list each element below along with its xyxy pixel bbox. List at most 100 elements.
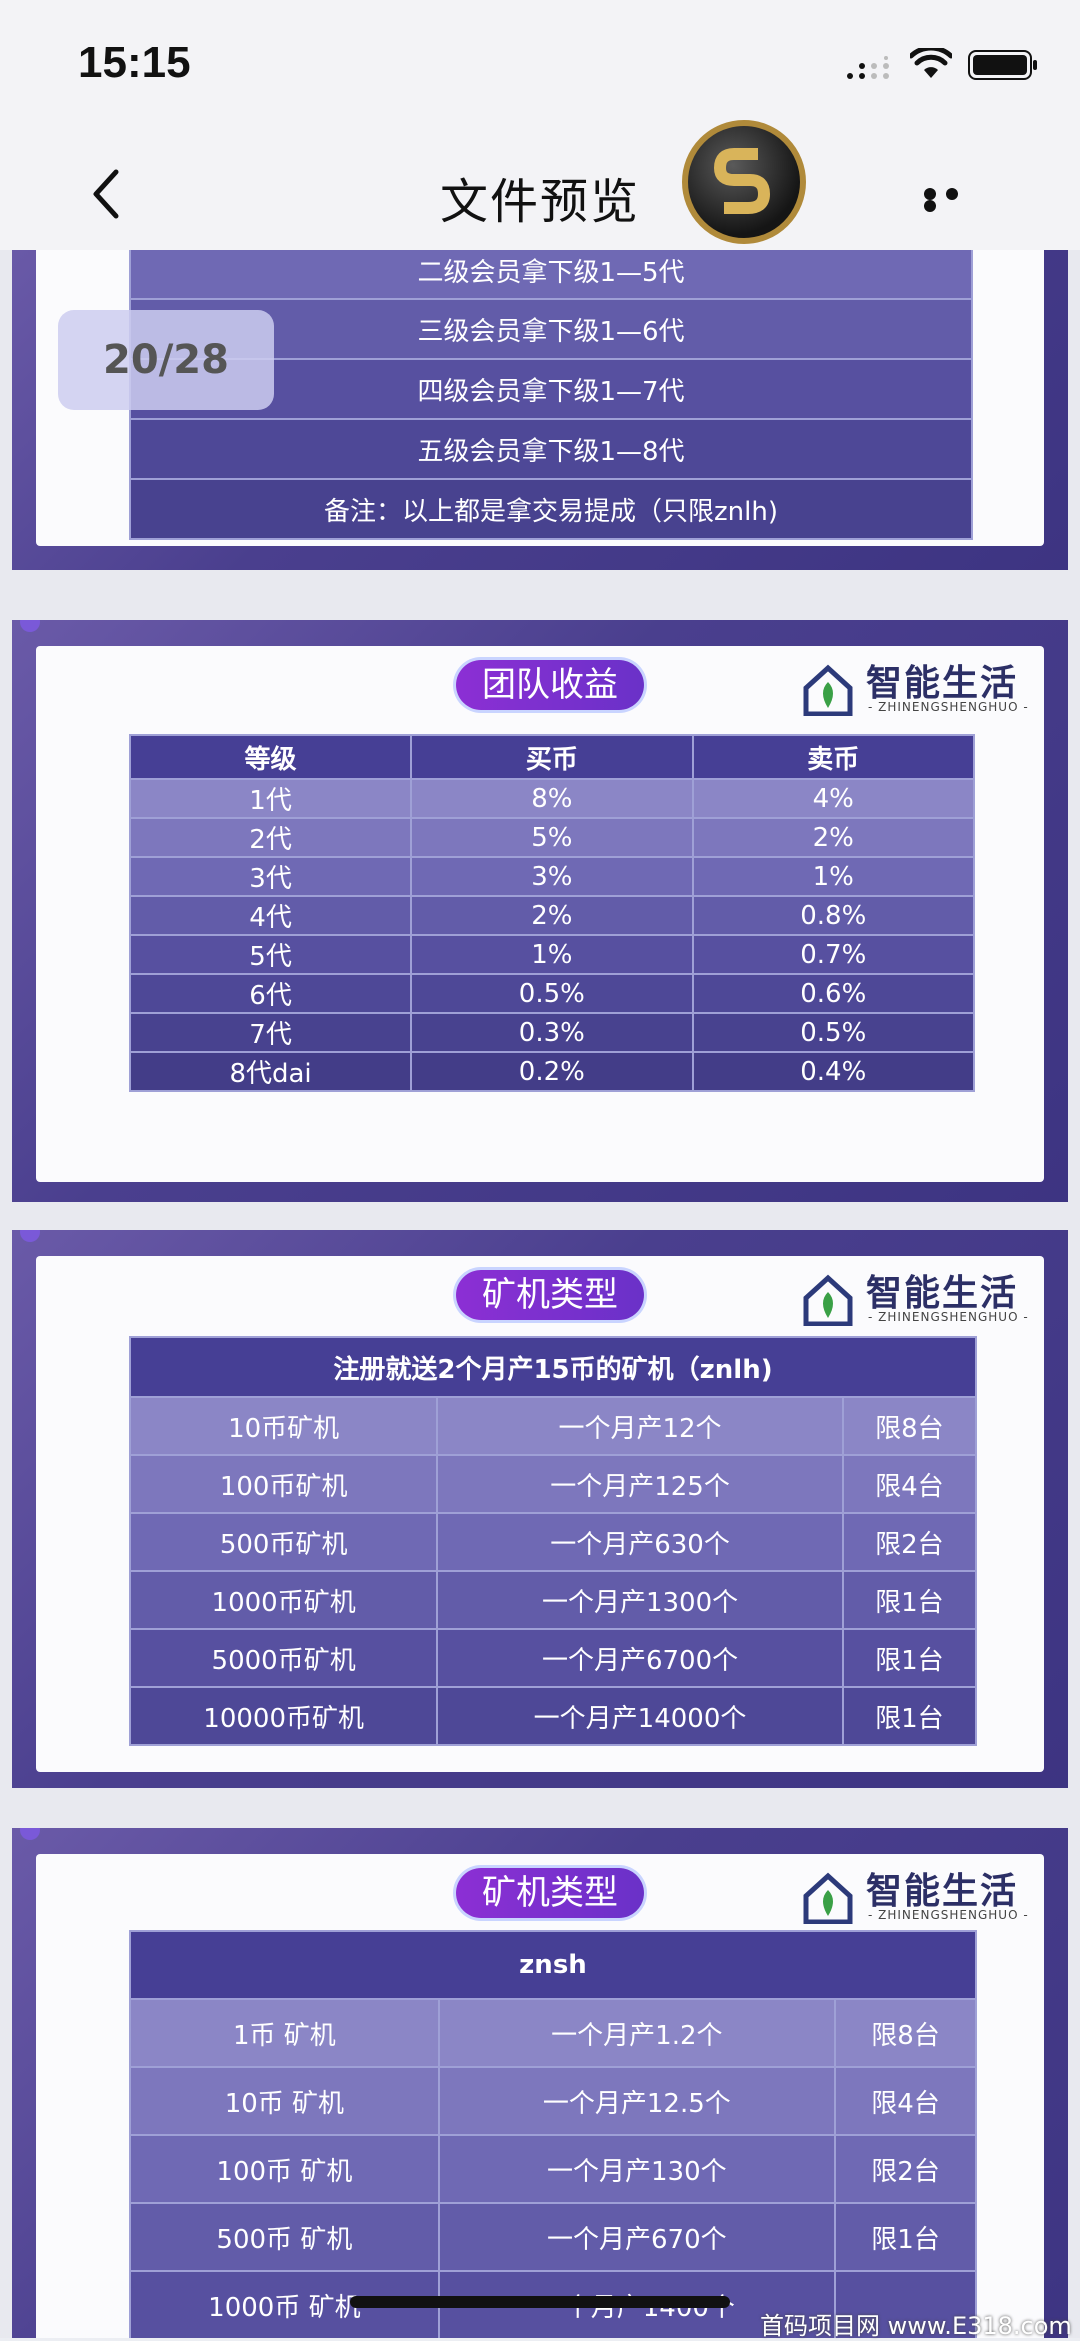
slide-panel: 二级会员拿下级1—5代 三级会员拿下级1—6代 四级会员拿下级1—7代 五级会员… — [36, 250, 1044, 546]
table-cell — [833, 2270, 978, 2338]
table-cell: 4代 — [128, 895, 413, 936]
table-row: 备注：以上都是拿交易提成（只限znlh) — [129, 478, 973, 540]
battery-icon — [968, 50, 1037, 80]
column-header: 卖币 — [691, 734, 976, 780]
table-row: 4代 2% 0.8% — [128, 895, 976, 936]
table-cell: 限1台 — [833, 2202, 978, 2272]
cellular-signal-icon — [847, 56, 889, 79]
table-cell: 一个月产12.5个 — [437, 2066, 836, 2136]
table-header-row: 等级 买币 卖币 — [128, 734, 976, 780]
status-bar: 15:15 — [0, 0, 1080, 130]
document-preview[interactable]: 二级会员拿下级1—5代 三级会员拿下级1—6代 四级会员拿下级1—7代 五级会员… — [0, 250, 1080, 2338]
slide-title: 矿机类型 — [456, 1270, 644, 1320]
table-row: 1000币矿机 一个月产1300个 限1台 — [128, 1570, 978, 1630]
table-cell: 4% — [691, 778, 976, 819]
table-cell: 一个月产630个 — [436, 1512, 844, 1572]
slide-miner-types-znlh: 矿机类型 智能生活 - ZHINENGSHENGHUO - 注册就送2个月产15… — [12, 1230, 1068, 1788]
table-row: 5代 1% 0.7% — [128, 934, 976, 975]
table-row: 500币矿机 一个月产630个 限2台 — [128, 1512, 978, 1572]
table-cell: 100币 矿机 — [129, 2134, 440, 2204]
table-cell: 10币 矿机 — [129, 2066, 440, 2136]
table-cell: 2代 — [128, 817, 413, 858]
table-cell: 5000币矿机 — [128, 1628, 439, 1688]
table-cell: 一个月产12个 — [436, 1396, 844, 1456]
wifi-icon — [910, 48, 952, 78]
house-icon — [803, 1274, 853, 1326]
column-header: 买币 — [410, 734, 694, 780]
miner-table-znsh: znsh 1币 矿机 一个月产1.2个 限8台 10币 矿机 一个月产12.5个 限4台 1… — [129, 1930, 978, 2338]
table-cell: 1% — [410, 934, 694, 975]
slide-miner-types-znsh: 矿机类型 智能生活 - ZHINENGSHENGHUO - znsh 1币 矿机… — [12, 1828, 1068, 2338]
table-cell: 限8台 — [833, 1998, 978, 2068]
table-row: 2代 5% 2% — [128, 817, 976, 858]
table-cell: 7代 — [128, 1012, 413, 1053]
table-cell: 限1台 — [841, 1686, 978, 1746]
table-row: 五级会员拿下级1—8代 — [129, 418, 973, 480]
table-cell: 1000币矿机 — [128, 1570, 439, 1630]
table-cell: 限1台 — [841, 1570, 978, 1630]
table-cell: 一个月产670个 — [437, 2202, 836, 2272]
table-cell: 限8台 — [841, 1396, 978, 1456]
table-cell: 5代 — [128, 934, 413, 975]
table-cell: 500币 矿机 — [129, 2202, 440, 2272]
slide-team-earnings: 团队收益 智能生活 - ZHINENGSHENGHUO - 等级 买币 卖币 1… — [12, 620, 1068, 1202]
table-cell: 100币矿机 — [128, 1454, 439, 1514]
table-cell: 0.7% — [691, 934, 976, 975]
column-header: 等级 — [128, 734, 413, 780]
table-cell: 限1台 — [841, 1628, 978, 1688]
brand-subtitle: - ZHINENGSHENGHUO - — [868, 1310, 1029, 1324]
table-cell: 2% — [410, 895, 694, 936]
slide-membership-levels: 二级会员拿下级1—5代 三级会员拿下级1—6代 四级会员拿下级1—7代 五级会员… — [12, 250, 1068, 570]
table-header: znsh — [129, 1930, 977, 2000]
table-cell: 一个月产6700个 — [436, 1628, 844, 1688]
table-cell: 0.5% — [691, 1012, 976, 1053]
table-row: 10币 矿机 一个月产12.5个 限4台 — [129, 2066, 978, 2136]
table-cell: 1% — [691, 856, 976, 897]
brand-name: 智能生活 — [866, 1871, 1019, 1912]
table-row: 10000币矿机 一个月产14000个 限1台 — [128, 1686, 978, 1746]
table-row: 二级会员拿下级1—5代 — [129, 250, 973, 300]
table-row: 1代 8% 4% — [128, 778, 976, 819]
decor-dot — [20, 620, 40, 632]
brand-logo: 智能生活 - ZHINENGSHENGHUO - — [802, 658, 1042, 718]
table-cell: 0.2% — [410, 1051, 694, 1092]
nav-bar: 文件预览 — [0, 120, 1080, 250]
slide-panel: 团队收益 智能生活 - ZHINENGSHENGHUO - 等级 买币 卖币 1… — [36, 646, 1044, 1182]
table-row: 100币矿机 一个月产125个 限4台 — [128, 1454, 978, 1514]
home-indicator[interactable] — [350, 2296, 730, 2308]
page-title: 文件预览 — [439, 174, 640, 230]
table-row: 5000币矿机 一个月产6700个 限1台 — [128, 1628, 978, 1688]
table-row: 7代 0.3% 0.5% — [128, 1012, 976, 1053]
table-cell: 五级会员拿下级1—8代 — [129, 418, 973, 480]
table-header-row: znsh — [129, 1930, 977, 2000]
decor-dot — [20, 1828, 40, 1840]
more-options-icon[interactable] — [924, 188, 984, 212]
house-icon — [803, 664, 853, 716]
table-cell: 10000币矿机 — [128, 1686, 439, 1746]
slide-panel: 矿机类型 智能生活 - ZHINENGSHENGHUO - znsh 1币 矿机… — [36, 1854, 1044, 2338]
table-cell: 备注：以上都是拿交易提成（只限znlh) — [129, 478, 973, 540]
table-cell: 10币矿机 — [128, 1396, 439, 1456]
table-cell: 一个月产125个 — [436, 1454, 844, 1514]
table-cell: 0.6% — [691, 973, 976, 1014]
back-icon[interactable] — [86, 166, 126, 222]
table-cell: 限4台 — [833, 2066, 978, 2136]
table-cell: 5% — [410, 817, 694, 858]
brand-subtitle: - ZHINENGSHENGHUO - — [868, 1908, 1029, 1922]
miner-table-znlh: 注册就送2个月产15币的矿机（znlh) 10币矿机 一个月产12个 限8台 100币… — [128, 1336, 978, 1746]
page-indicator-badge: 20/28 — [58, 310, 274, 410]
table-cell: 6代 — [128, 973, 413, 1014]
table-cell: 二级会员拿下级1—5代 — [129, 250, 973, 300]
house-icon — [803, 1872, 853, 1924]
table-cell: 一个月产14000个 — [436, 1686, 844, 1746]
table-row: 1币 矿机 一个月产1.2个 限8台 — [129, 1998, 978, 2068]
slide-title: 矿机类型 — [456, 1868, 644, 1918]
watermark-text: 首码项目网 www.E318.com — [760, 2312, 1072, 2340]
table-cell: 一个月产130个 — [437, 2134, 836, 2204]
team-earnings-table: 等级 买币 卖币 1代 8% 4% 2代 5% 2% 3代 3% 1% 4代 2% 0.8% 5代 1% 0… — [128, 734, 976, 1092]
table-cell: 限2台 — [841, 1512, 978, 1572]
table-cell: 8代dai — [128, 1051, 413, 1092]
table-cell: 0.8% — [691, 895, 976, 936]
table-cell: 一个月产1.2个 — [437, 1998, 836, 2068]
brand-logo: 智能生活 - ZHINENGSHENGHUO - — [802, 1268, 1042, 1328]
